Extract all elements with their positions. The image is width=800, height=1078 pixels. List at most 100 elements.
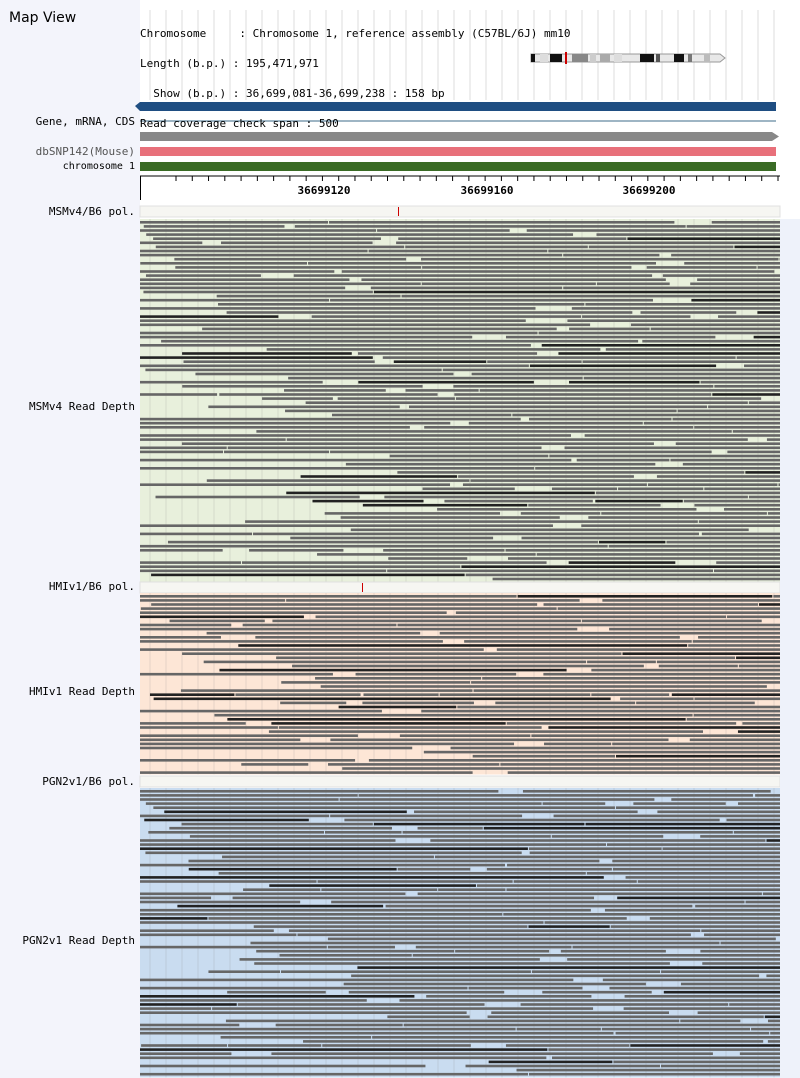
- read: [694, 426, 800, 429]
- read: [140, 607, 557, 610]
- read: [228, 1044, 322, 1047]
- chromosome-info: Chromosome : Chromosome 1, reference ass…: [140, 9, 800, 139]
- chromosome-ideogram[interactable]: [528, 52, 728, 64]
- read: [607, 843, 800, 846]
- read: [315, 677, 482, 680]
- read: [672, 417, 800, 421]
- read: [288, 929, 701, 932]
- read: [140, 623, 232, 627]
- read: [701, 929, 800, 932]
- pol-track: [139, 581, 781, 594]
- read: [262, 397, 333, 400]
- dbsnp-track: [140, 147, 776, 156]
- read: [714, 385, 800, 388]
- read: [140, 863, 505, 867]
- read: [758, 603, 800, 606]
- read: [140, 434, 572, 437]
- ruler-start: [140, 176, 141, 200]
- read: [671, 798, 800, 801]
- read: [708, 405, 800, 409]
- read: [348, 990, 505, 994]
- read: [140, 611, 447, 614]
- read: [642, 339, 800, 343]
- page-title: Map View: [9, 10, 77, 26]
- read: [140, 524, 553, 527]
- gene-track: [135, 102, 776, 111]
- read: [528, 1072, 800, 1076]
- read: [500, 763, 800, 766]
- read: [496, 648, 800, 651]
- pgn-depth-label: PGN2v1 Read Depth: [22, 934, 135, 947]
- read: [738, 802, 800, 805]
- read: [583, 376, 800, 380]
- read: [208, 405, 400, 409]
- read: [330, 298, 653, 302]
- read: [516, 1068, 800, 1072]
- read: [140, 995, 415, 998]
- read: [615, 806, 800, 809]
- read: [454, 393, 712, 396]
- read: [656, 475, 800, 478]
- read: [255, 636, 680, 639]
- ideogram-band: [531, 54, 535, 62]
- read: [438, 888, 506, 891]
- read: [402, 831, 733, 834]
- read: [507, 863, 800, 867]
- read: [683, 499, 800, 503]
- read: [280, 701, 347, 705]
- read: [691, 298, 800, 302]
- read: [487, 1015, 764, 1019]
- read: [423, 750, 797, 754]
- read: [457, 705, 800, 709]
- read: [140, 549, 223, 552]
- read: [140, 913, 503, 916]
- read: [492, 577, 800, 581]
- read: [548, 249, 800, 253]
- read: [567, 958, 800, 961]
- read: [700, 835, 800, 838]
- read: [144, 818, 309, 822]
- read: [684, 262, 800, 265]
- read: [517, 595, 773, 598]
- read: [140, 393, 218, 396]
- read: [637, 880, 800, 883]
- read: [140, 421, 451, 425]
- read: [174, 257, 407, 261]
- read: [610, 925, 800, 928]
- read: [141, 1044, 228, 1047]
- read: [694, 503, 800, 507]
- ideogram-band: [590, 54, 596, 62]
- read: [182, 352, 352, 355]
- read: [581, 524, 800, 527]
- read: [358, 380, 534, 384]
- read: [396, 241, 800, 245]
- read: [544, 921, 800, 924]
- read: [140, 467, 535, 470]
- read: [140, 615, 304, 619]
- read: [330, 450, 712, 454]
- read: [140, 569, 387, 573]
- read: [203, 660, 587, 664]
- read: [218, 872, 586, 875]
- read: [145, 368, 442, 372]
- read: [564, 446, 800, 450]
- read: [737, 730, 800, 733]
- read: [692, 640, 800, 643]
- read: [140, 1023, 240, 1027]
- read: [549, 454, 800, 458]
- read: [729, 1003, 800, 1006]
- read: [140, 229, 377, 232]
- read: [216, 294, 401, 298]
- read: [312, 499, 424, 503]
- read: [572, 945, 791, 949]
- read: [601, 1027, 751, 1031]
- read: [227, 446, 542, 450]
- read: [350, 528, 749, 532]
- read: [388, 557, 468, 560]
- read: [377, 229, 510, 232]
- read: [455, 611, 800, 614]
- read: [453, 385, 714, 388]
- pgn-pol-label: PGN2v1/B6 pol.: [42, 775, 135, 788]
